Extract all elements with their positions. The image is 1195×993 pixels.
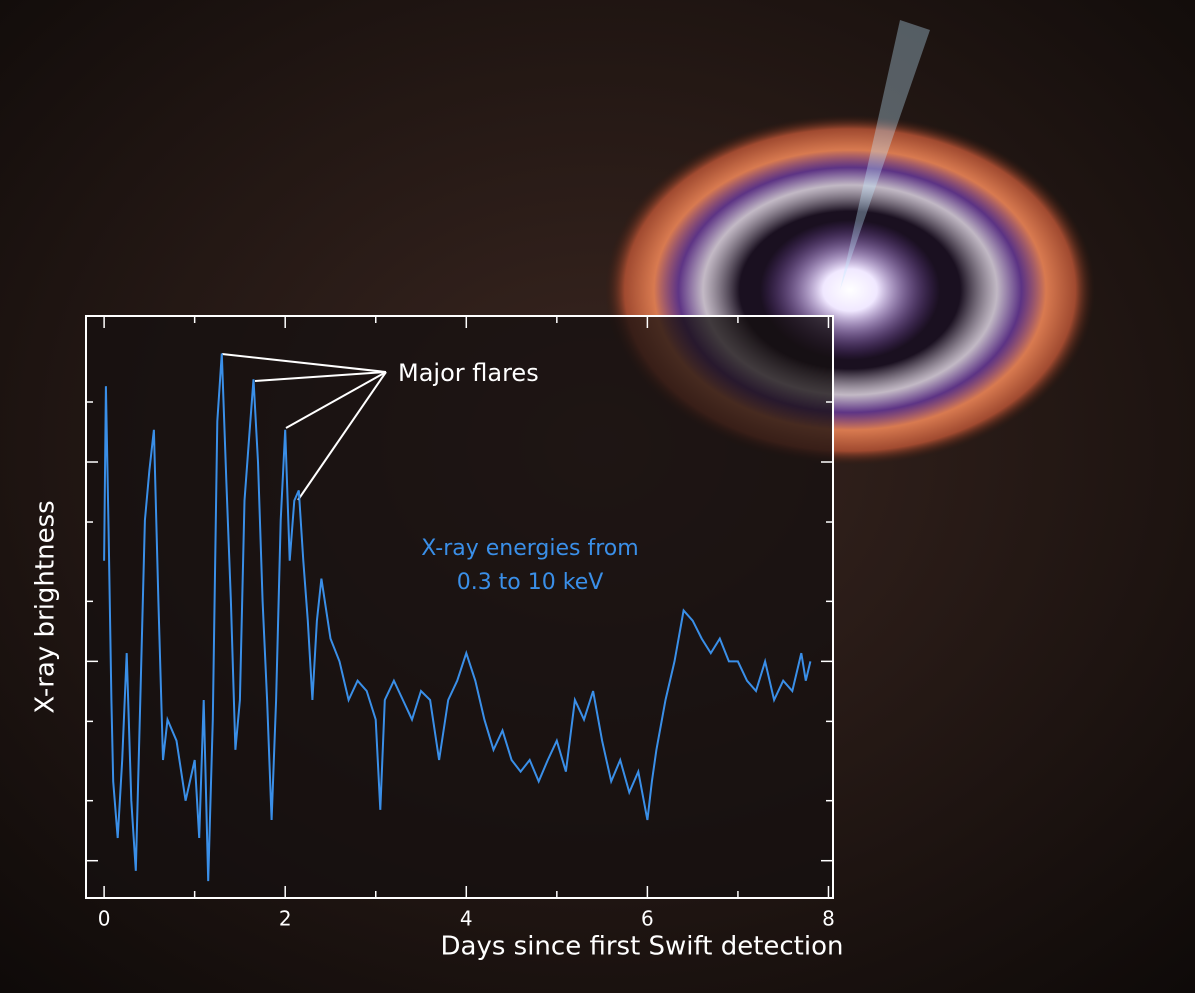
page: {"chart_data": {"type": "line", "xlabel"…: [0, 0, 1195, 993]
chart: Major flares X-ray energies from 0.3 to 1…: [0, 0, 1195, 993]
annotation-line: X-ray energies from: [421, 536, 638, 561]
x-tick-label: 8: [822, 907, 835, 931]
x-tick-label: 4: [460, 907, 473, 931]
y-axis-label: X-ray brightness: [31, 500, 61, 713]
annotation: Major flares: [398, 359, 539, 387]
x-axis-label: Days since first Swift detection: [441, 932, 844, 962]
x-tick-label: 2: [279, 907, 292, 931]
x-tick-label: 6: [641, 907, 654, 931]
x-tick-label: 0: [98, 907, 111, 931]
annotation-line: 0.3 to 10 keV: [457, 570, 604, 595]
